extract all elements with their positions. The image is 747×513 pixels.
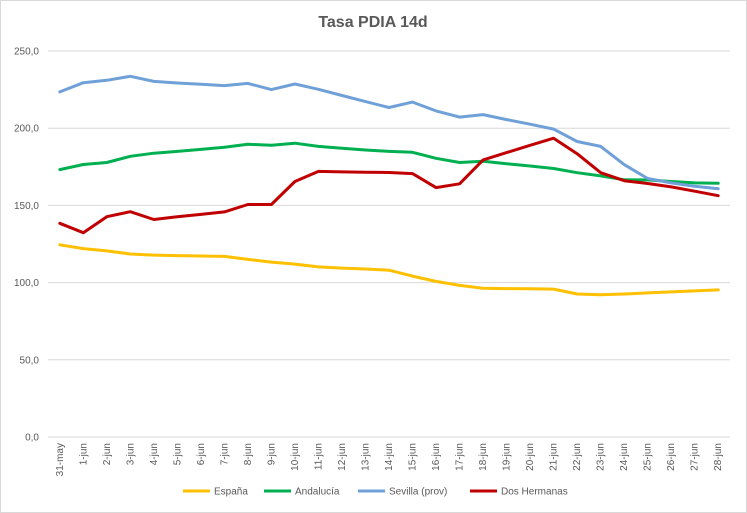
x-tick-label: 7-jun <box>219 443 230 465</box>
x-tick-label: 16-jun <box>431 443 442 471</box>
series-line-0 <box>58 243 720 297</box>
x-tick-label: 6-jun <box>196 443 207 465</box>
chart-title: Tasa PDIA 14d <box>318 14 427 31</box>
x-tick-label: 18-jun <box>478 443 489 471</box>
x-tick-label: 12-jun <box>337 443 348 471</box>
x-tick-label: 5-jun <box>172 443 183 465</box>
legend-label: Sevilla (prov) <box>389 487 447 498</box>
y-axis-ticks: 0,0 50,0 100,0 150,0 200,0 250,0 <box>14 47 39 444</box>
x-tick-label: 21-jun <box>549 443 560 471</box>
gridlines <box>48 50 730 438</box>
x-tick-label: 23-jun <box>596 443 607 471</box>
y-tick-label: 150,0 <box>14 201 39 212</box>
x-tick-label: 26-jun <box>666 443 677 471</box>
x-tick-label: 15-jun <box>408 443 419 471</box>
legend-label: Dos Hermanas <box>501 487 568 498</box>
x-tick-label: 13-jun <box>360 443 371 471</box>
x-tick-label: 4-jun <box>149 443 160 465</box>
x-tick-label: 27-jun <box>690 443 701 471</box>
x-tick-label: 2-jun <box>102 443 113 465</box>
x-tick-label: 25-jun <box>643 443 654 471</box>
x-tick-label: 14-jun <box>384 443 395 471</box>
x-axis-ticks: 31-may 1-jun 2-jun 3-jun 4-jun 5-jun 6-jun 7-ju… <box>55 443 724 476</box>
x-tick-label: 31-may <box>55 443 66 476</box>
y-tick-label: 200,0 <box>14 124 39 135</box>
y-tick-label: 50,0 <box>20 355 40 366</box>
x-tick-label: 3-jun <box>125 443 136 465</box>
series-line-3 <box>58 136 720 235</box>
y-tick-label: 0,0 <box>25 433 39 444</box>
x-tick-label: 1-jun <box>78 443 89 465</box>
x-tick-label: 9-jun <box>266 443 277 465</box>
series-lines <box>58 74 720 297</box>
x-tick-label: 10-jun <box>290 443 301 471</box>
series-line-2 <box>58 74 720 191</box>
legend-label: Andalucía <box>295 487 340 498</box>
legend-label: España <box>214 487 248 498</box>
series-line-1 <box>58 141 720 185</box>
x-tick-label: 28-jun <box>713 443 724 471</box>
x-tick-label: 22-jun <box>572 443 583 471</box>
x-tick-label: 20-jun <box>525 443 536 471</box>
x-tick-label: 24-jun <box>619 443 630 471</box>
legend: España Andalucía Sevilla (prov) Dos Hermana… <box>183 487 568 498</box>
y-tick-label: 250,0 <box>14 47 39 58</box>
x-tick-label: 8-jun <box>243 443 254 465</box>
x-tick-label: 17-jun <box>455 443 466 471</box>
y-tick-label: 100,0 <box>14 278 39 289</box>
x-tick-label: 11-jun <box>313 443 324 470</box>
x-tick-label: 19-jun <box>502 443 513 471</box>
